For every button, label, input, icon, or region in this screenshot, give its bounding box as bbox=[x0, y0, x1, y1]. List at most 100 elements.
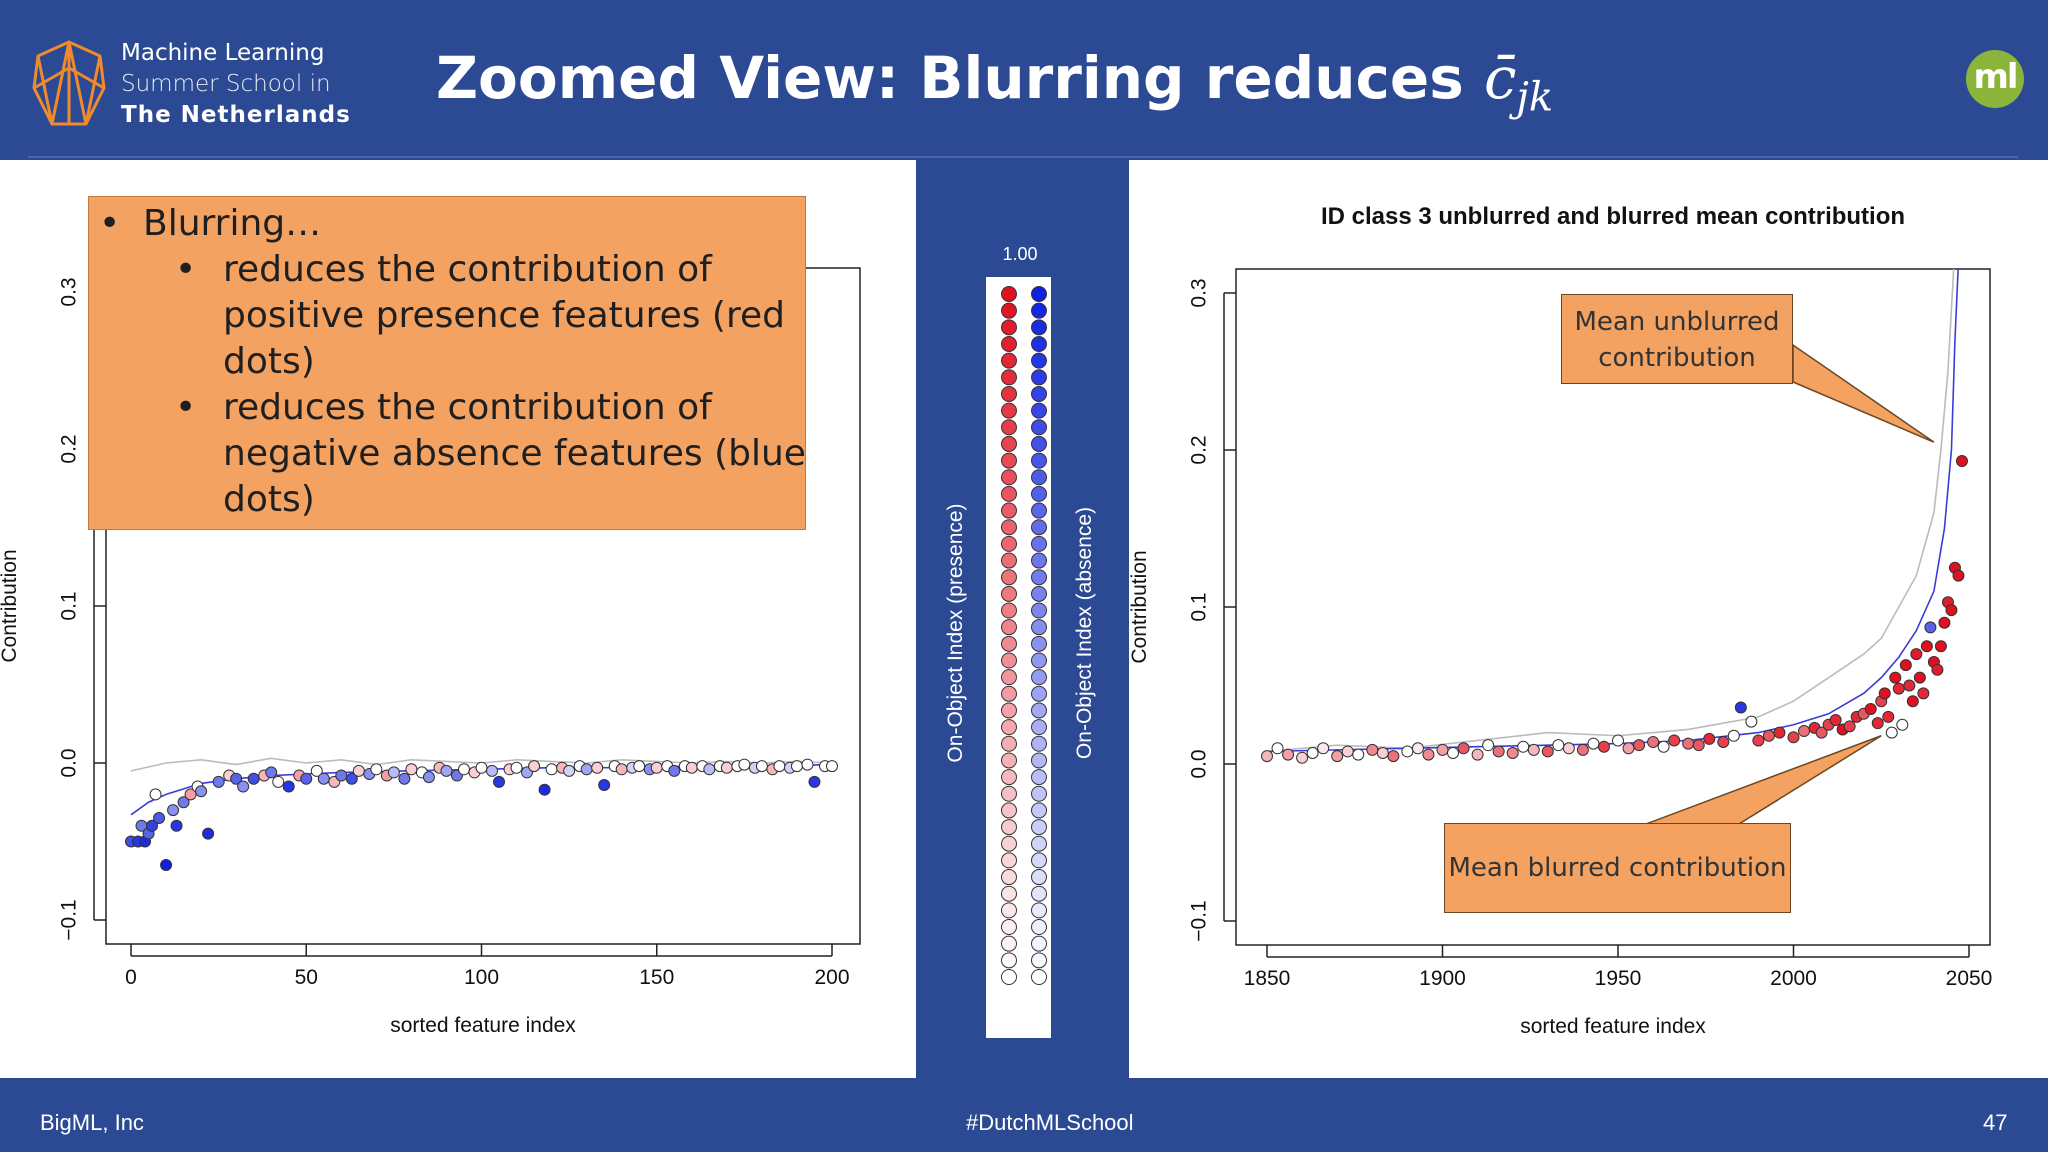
scale-presence-dot bbox=[1001, 369, 1017, 386]
scale-presence-dot bbox=[1001, 352, 1017, 369]
data-point bbox=[1622, 742, 1635, 755]
data-point bbox=[563, 764, 576, 777]
data-point bbox=[1682, 737, 1695, 750]
x-tick-label: 150 bbox=[639, 966, 674, 989]
data-point bbox=[1882, 710, 1895, 723]
scale-absence-dot bbox=[1031, 735, 1047, 752]
scale-presence-dot bbox=[1001, 852, 1017, 869]
data-point bbox=[720, 761, 733, 774]
data-point bbox=[1668, 734, 1681, 747]
data-point bbox=[1896, 718, 1909, 731]
data-point bbox=[1899, 659, 1912, 672]
scale-presence-dot bbox=[1001, 769, 1017, 786]
data-point bbox=[167, 804, 180, 817]
scale-absence-dot bbox=[1031, 919, 1047, 936]
data-point bbox=[146, 819, 159, 832]
bullet-dot-icon: • bbox=[175, 249, 197, 290]
school-logo-text: Machine Learning Summer School in The Ne… bbox=[121, 38, 351, 131]
y-tick-label: −0.1 bbox=[58, 899, 81, 940]
scale-presence-dot bbox=[1001, 335, 1017, 352]
data-point bbox=[1401, 745, 1414, 758]
data-point bbox=[310, 764, 323, 777]
data-point bbox=[398, 772, 411, 785]
data-point bbox=[1471, 748, 1484, 761]
data-point bbox=[1843, 720, 1856, 733]
data-point bbox=[149, 788, 162, 801]
left-chart-panel: 0 50 100 150 200 −0.1 0.0 0.1 0.2 0.3 sorted featu… bbox=[0, 160, 916, 1078]
scale-presence-dot bbox=[1001, 669, 1017, 686]
x-axis-title: sorted feature index bbox=[1520, 1015, 1706, 1038]
footer-hashtag: #DutchMLSchool bbox=[966, 1110, 1134, 1135]
callout-bullet-2: • bbox=[175, 247, 196, 293]
scale-presence-dot bbox=[1001, 702, 1017, 719]
scale-absence-dot bbox=[1031, 385, 1047, 402]
scale-absence-dot bbox=[1031, 769, 1047, 786]
unblurred-annotation-pointer bbox=[1792, 343, 1935, 443]
bullet-dot-icon: • bbox=[175, 387, 197, 428]
scale-absence-dot bbox=[1031, 419, 1047, 436]
scale-absence-dot bbox=[1031, 685, 1047, 702]
data-point bbox=[160, 859, 173, 872]
data-point bbox=[1296, 751, 1309, 764]
data-point bbox=[668, 764, 681, 777]
data-point bbox=[1955, 454, 1968, 467]
data-point bbox=[1752, 734, 1765, 747]
scale-absence-dot bbox=[1031, 652, 1047, 669]
data-point bbox=[352, 764, 365, 777]
data-point bbox=[1889, 671, 1902, 684]
data-point bbox=[1906, 695, 1919, 708]
scale-presence-dot bbox=[1001, 402, 1017, 419]
data-point bbox=[1878, 687, 1891, 700]
data-point bbox=[1597, 740, 1610, 753]
scale-absence-dot bbox=[1031, 669, 1047, 686]
x-tick-label: 2000 bbox=[1770, 967, 1817, 990]
y-tick-label: 0.2 bbox=[58, 434, 81, 463]
data-point bbox=[1306, 747, 1319, 760]
scale-presence-dot bbox=[1001, 885, 1017, 902]
data-point bbox=[1341, 745, 1354, 758]
data-point bbox=[1920, 640, 1933, 653]
data-point bbox=[1829, 714, 1842, 727]
scale-presence-dot bbox=[1001, 602, 1017, 619]
x-tick-label: 1900 bbox=[1419, 967, 1466, 990]
data-point bbox=[1552, 739, 1565, 752]
scale-presence-dot bbox=[1001, 919, 1017, 936]
scale-absence-dot bbox=[1031, 902, 1047, 919]
data-point bbox=[317, 772, 330, 785]
data-point bbox=[1917, 687, 1930, 700]
scale-absence-dot bbox=[1031, 569, 1047, 586]
data-point bbox=[1422, 748, 1435, 761]
data-point bbox=[1633, 739, 1646, 752]
x-tick-label: 1950 bbox=[1595, 967, 1642, 990]
data-point bbox=[1798, 725, 1811, 738]
scale-absence-dot bbox=[1031, 535, 1047, 552]
scale-absence-dot bbox=[1031, 352, 1047, 369]
on-object-index-scale: 1.00 0.00 On-Object Index (presence) On-Obj… bbox=[916, 160, 1129, 1078]
scale-presence-dot bbox=[1001, 802, 1017, 819]
x-tick-label: 1850 bbox=[1244, 967, 1291, 990]
data-point bbox=[545, 763, 558, 776]
data-point bbox=[153, 811, 166, 824]
data-point bbox=[170, 819, 183, 832]
callout-bullet-2-line-1: reduces the contribution of bbox=[223, 249, 712, 290]
data-point bbox=[1787, 731, 1800, 744]
data-point bbox=[1457, 742, 1470, 755]
callout-bullet-1-text: Blurring… bbox=[143, 203, 322, 244]
data-point bbox=[387, 766, 400, 779]
left-chart: 0 50 100 150 200 −0.1 0.0 0.1 0.2 0.3 sorted featu… bbox=[0, 267, 861, 1037]
y-tick-label: 0.1 bbox=[58, 591, 81, 620]
data-point bbox=[598, 778, 611, 791]
data-point bbox=[808, 775, 821, 788]
scale-absence-dot bbox=[1031, 585, 1047, 602]
slide-title-math: c̄jk bbox=[1484, 44, 1553, 121]
data-point bbox=[1366, 743, 1379, 756]
data-point bbox=[1562, 742, 1575, 755]
data-point bbox=[1657, 740, 1670, 753]
slide-title: Zoomed View: Blurring reduces c̄jk bbox=[436, 44, 1553, 121]
scale-absence-dot bbox=[1031, 785, 1047, 802]
scale-absence-dot bbox=[1031, 819, 1047, 836]
chart-title: ID class 3 unblurred and blurred mean co… bbox=[1321, 203, 1905, 230]
data-point bbox=[1517, 740, 1530, 753]
scale-presence-dot bbox=[1001, 785, 1017, 802]
data-point bbox=[1482, 739, 1495, 752]
